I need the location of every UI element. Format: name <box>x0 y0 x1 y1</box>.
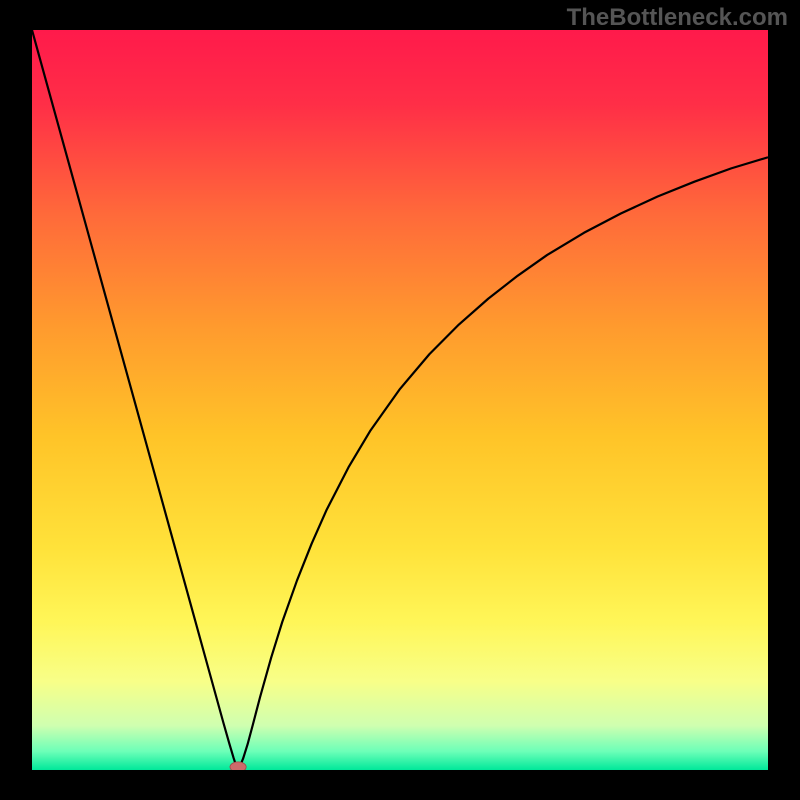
watermark-text: TheBottleneck.com <box>567 4 788 32</box>
chart-plot-area <box>32 30 768 770</box>
chart-gradient-background <box>32 30 768 770</box>
